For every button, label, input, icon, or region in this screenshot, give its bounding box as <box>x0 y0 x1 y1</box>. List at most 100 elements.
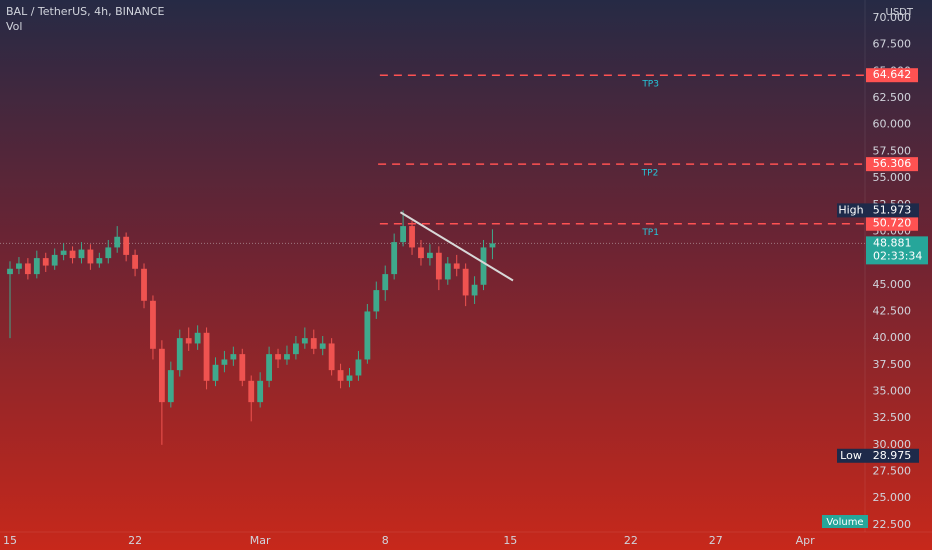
candle-body <box>364 311 371 360</box>
candle-body <box>462 268 469 296</box>
level-name: TP2 <box>641 169 659 179</box>
x-tick-label: 22 <box>624 534 638 547</box>
y-tick-label: 25.000 <box>873 491 912 504</box>
candle-body <box>266 354 272 381</box>
y-tick-label: 55.000 <box>873 171 912 184</box>
level-name: TP1 <box>641 228 659 238</box>
candle-body <box>409 226 415 248</box>
y-tick-label: 57.500 <box>873 144 912 157</box>
y-tick-label: 30.000 <box>873 438 912 451</box>
candle-body <box>373 290 380 312</box>
y-tick-label: 27.500 <box>873 465 912 478</box>
candle-body <box>221 359 228 365</box>
symbol-title: BAL / TetherUS, 4h, BINANCE <box>6 5 165 18</box>
candle-body <box>105 247 112 259</box>
x-tick-label: Apr <box>796 534 816 547</box>
candle-body <box>69 250 76 259</box>
level-price: 64.642 <box>873 68 912 81</box>
candle-body <box>355 359 362 376</box>
marker-price: 28.975 <box>873 449 912 462</box>
volume-label: Volume <box>826 517 863 528</box>
x-tick-label: 15 <box>503 534 517 547</box>
x-tick-label: 8 <box>382 534 389 547</box>
y-tick-label: 60.000 <box>873 118 912 131</box>
trendline <box>399 211 514 282</box>
candle-body <box>158 348 165 403</box>
candle-body <box>16 263 22 269</box>
candle-body <box>337 370 344 381</box>
candle-body <box>427 252 433 259</box>
level-price: 56.306 <box>873 157 912 170</box>
candle-body <box>391 242 398 275</box>
y-tick-label: 45.000 <box>873 278 912 291</box>
candle-body <box>292 343 299 355</box>
candle-body <box>284 354 290 360</box>
candle-body <box>418 247 424 259</box>
y-tick-label: 37.500 <box>873 358 912 371</box>
y-tick-label: 42.500 <box>873 304 912 317</box>
candle-body <box>346 375 353 381</box>
candle-body <box>212 364 219 381</box>
y-tick-label: 67.500 <box>873 38 912 51</box>
y-tick-label: 62.500 <box>873 91 912 104</box>
candle-body <box>203 332 210 381</box>
y-tick-label: 32.500 <box>873 411 912 424</box>
candle-body <box>78 249 85 259</box>
candle-body <box>230 354 237 360</box>
candle-body <box>319 343 326 349</box>
level-name: TP3 <box>641 80 659 90</box>
candle-body <box>257 380 264 403</box>
candle-body <box>489 243 496 248</box>
candle-body <box>185 338 192 344</box>
currency-label: USDT <box>886 7 914 18</box>
candle-body <box>42 258 49 266</box>
candle-body <box>24 263 31 275</box>
x-tick-label: 22 <box>128 534 142 547</box>
y-tick-label: 40.000 <box>873 331 912 344</box>
candle-body <box>87 249 94 264</box>
candle-body <box>132 254 138 269</box>
candle-body <box>176 338 183 371</box>
candle-body <box>382 274 389 291</box>
candle-body <box>239 354 246 381</box>
marker-name: High <box>838 203 863 216</box>
level-badge <box>866 68 918 83</box>
y-tick-label: 22.500 <box>873 518 912 531</box>
level-price: 50.720 <box>873 217 912 230</box>
last-price-badge <box>866 236 928 265</box>
marker-name: Low <box>840 449 862 462</box>
candle-body <box>141 268 147 301</box>
level-badge <box>866 157 918 172</box>
candle-body <box>248 380 255 403</box>
x-tick-label: 15 <box>3 534 17 547</box>
candle-body <box>435 252 442 280</box>
candle-body <box>444 263 451 280</box>
candle-body <box>167 370 174 403</box>
candle-body <box>275 354 281 360</box>
volume-badge <box>822 515 868 528</box>
candle-body <box>194 332 201 344</box>
candle-body <box>301 338 308 344</box>
candle-body <box>328 343 335 371</box>
candle-body <box>96 258 103 264</box>
candle-body <box>33 258 40 275</box>
candle-body <box>60 250 67 255</box>
marker-price: 51.973 <box>873 203 912 216</box>
marker-badge <box>837 203 919 218</box>
y-tick-label: 35.000 <box>873 384 912 397</box>
x-tick-label: Mar <box>250 534 271 547</box>
candle-body <box>51 254 58 266</box>
indicator-label: Vol <box>6 20 22 33</box>
x-tick-label: 27 <box>709 534 723 547</box>
candle-body <box>310 338 317 349</box>
countdown: 02:33:34 <box>873 249 922 262</box>
candle-body <box>471 284 478 296</box>
candle-body <box>400 226 407 243</box>
last-price: 48.881 <box>873 236 912 249</box>
candle-body <box>7 268 13 275</box>
candle-body <box>123 236 130 255</box>
y-tick-label: 70.000 <box>873 11 912 24</box>
level-badge <box>866 216 918 231</box>
